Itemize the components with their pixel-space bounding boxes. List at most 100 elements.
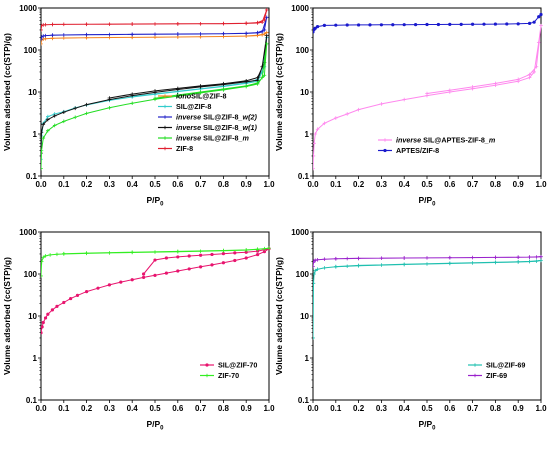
- x-tick-label: 0.1: [58, 404, 70, 413]
- x-tick-label: 1.0: [535, 180, 547, 189]
- data-point: [425, 91, 429, 96]
- data-point: [402, 97, 406, 102]
- data-point: [244, 256, 248, 260]
- data-point: [153, 96, 157, 101]
- data-point: [262, 246, 267, 251]
- data-point: [41, 331, 43, 335]
- data-point: [264, 8, 269, 12]
- data-point: [164, 256, 168, 260]
- x-tick-label: 0.0: [35, 180, 47, 189]
- data-point: [516, 260, 520, 264]
- x-tick-label: 0.4: [127, 180, 139, 189]
- data-point: [62, 33, 66, 37]
- data-point: [334, 264, 338, 269]
- x-tick-label: 0.9: [513, 404, 525, 413]
- data-point: [260, 75, 264, 80]
- data-point: [534, 259, 539, 263]
- data-point: [233, 258, 237, 263]
- y-tick-label: 1000: [19, 228, 37, 237]
- data-point: [48, 253, 52, 257]
- x-tick-label: 0.8: [218, 404, 230, 413]
- data-point: [199, 265, 203, 269]
- x-tick-label: 0.3: [104, 180, 116, 189]
- data-point: [153, 250, 157, 254]
- x-tick-label: 0.2: [81, 180, 93, 189]
- data-point: [41, 325, 44, 329]
- x-tick-label: 0.9: [513, 180, 525, 189]
- data-point: [176, 93, 180, 97]
- data-point: [62, 110, 66, 115]
- x-tick-label: 0.8: [490, 180, 502, 189]
- data-point: [153, 32, 157, 37]
- legend-entry: ZIF-69: [486, 371, 507, 380]
- x-tick-label: 1.0: [535, 404, 547, 413]
- data-point: [41, 37, 43, 42]
- x-tick-label: 0.1: [330, 404, 342, 413]
- x-axis-label: P/P0: [418, 419, 436, 432]
- y-tick-label: 100: [24, 46, 38, 55]
- data-point: [334, 116, 338, 120]
- x-tick-label: 0.2: [353, 404, 365, 413]
- legend-marker: [163, 104, 167, 109]
- x-tick-label: 0.0: [307, 180, 319, 189]
- data-point: [527, 21, 532, 25]
- legend-entry: ZIF-70: [218, 371, 239, 380]
- data-point: [493, 81, 498, 86]
- data-point: [539, 254, 543, 259]
- data-point: [73, 106, 77, 111]
- data-point: [527, 72, 532, 77]
- data-point: [46, 128, 50, 133]
- data-point: [84, 22, 89, 27]
- legend-entry: SIL@ZIF-69: [486, 361, 525, 370]
- data-point: [221, 21, 226, 26]
- x-tick-label: 0.7: [195, 180, 207, 189]
- data-point: [176, 22, 180, 26]
- x-tick-label: 0.0: [307, 404, 319, 413]
- data-point: [379, 23, 384, 27]
- data-point: [73, 115, 77, 120]
- data-point: [356, 107, 361, 112]
- data-point: [391, 23, 395, 27]
- data-point: [402, 262, 406, 267]
- data-point: [41, 34, 46, 38]
- data-point: [43, 33, 48, 38]
- data-point: [176, 32, 180, 36]
- data-point: [448, 22, 452, 26]
- data-point: [43, 36, 48, 41]
- data-point: [221, 81, 226, 86]
- data-point: [84, 102, 89, 107]
- data-point: [96, 286, 100, 290]
- data-point: [255, 75, 260, 80]
- data-point: [315, 127, 320, 132]
- data-point: [322, 257, 327, 262]
- data-point: [448, 261, 452, 266]
- data-point: [262, 18, 267, 22]
- x-tick-label: 0.4: [399, 404, 411, 413]
- legend-entry: inverse SIL@ZIF-8_m: [176, 134, 250, 143]
- data-point: [493, 22, 498, 26]
- data-point: [84, 32, 89, 37]
- data-point: [414, 23, 418, 27]
- data-point: [153, 258, 157, 262]
- data-point: [50, 308, 55, 312]
- x-tick-label: 0.1: [330, 180, 342, 189]
- series-line: [313, 14, 542, 33]
- x-tick-label: 0.6: [444, 180, 456, 189]
- data-point: [153, 273, 157, 277]
- legend-marker: [163, 94, 167, 98]
- data-point: [46, 117, 50, 122]
- data-point: [41, 151, 43, 155]
- data-point: [142, 275, 146, 279]
- data-point: [41, 274, 43, 278]
- data-point: [210, 263, 214, 267]
- data-point: [62, 36, 66, 40]
- y-tick-label: 10: [28, 312, 37, 321]
- data-point: [532, 70, 536, 74]
- legend-entry: inverse SIL@APTES-ZIF-8_m: [396, 136, 496, 145]
- series-group: [41, 246, 271, 335]
- x-tick-label: 0.7: [467, 404, 479, 413]
- series-line: [41, 9, 268, 31]
- legend-marker: [473, 363, 477, 367]
- data-point: [527, 255, 532, 259]
